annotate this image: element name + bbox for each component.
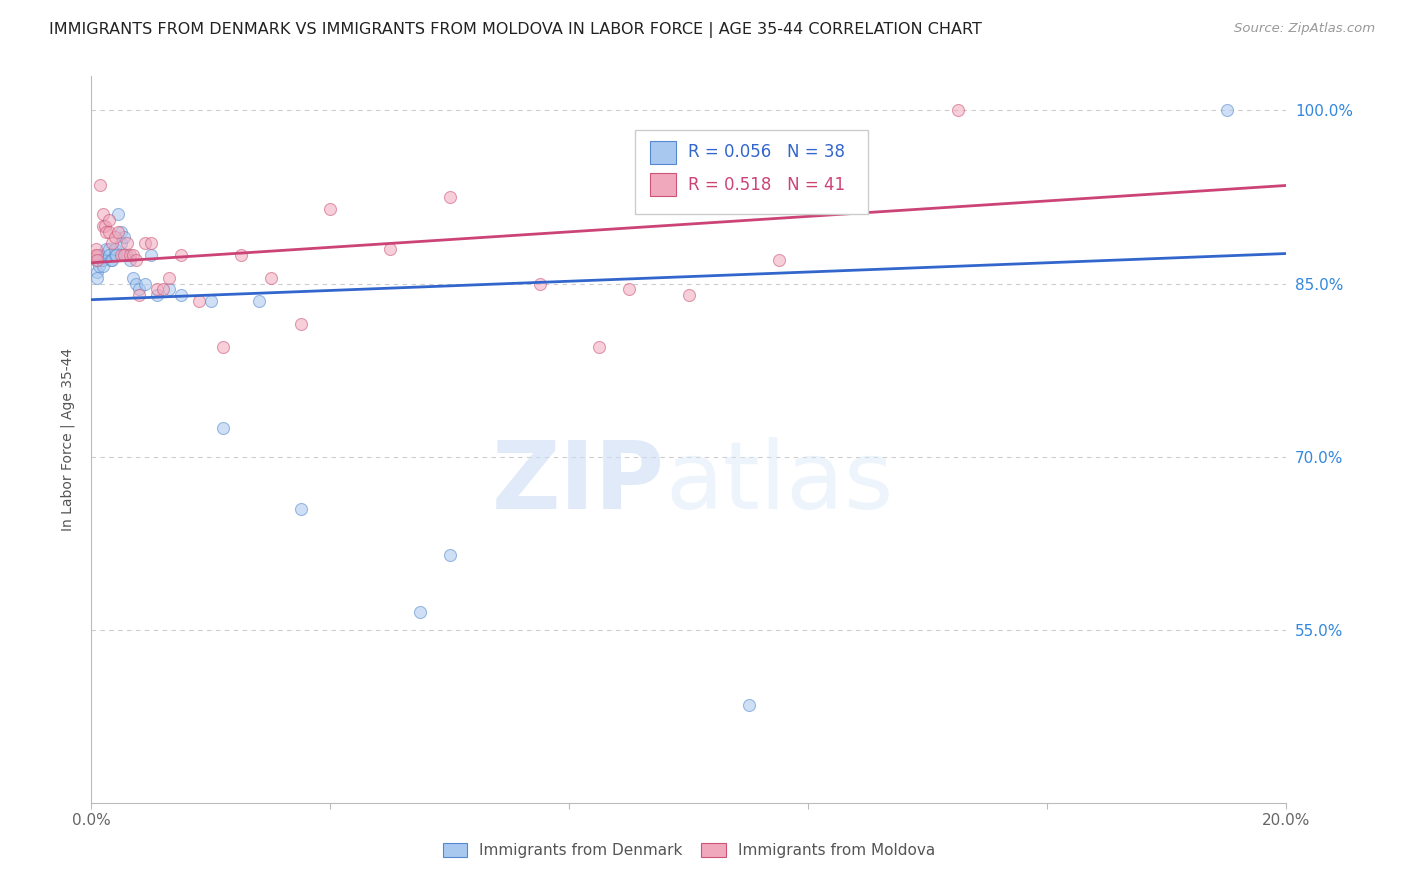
Point (122, 270, 145, 285)
Point (100, 253, 122, 268)
Point (200, 293, 222, 308)
Point (98, 213, 121, 227)
Point (409, 606, 432, 620)
Point (439, 190, 461, 204)
Point (112, 248, 135, 262)
Point (84, 253, 107, 268)
Point (146, 288, 169, 302)
Point (89, 248, 111, 262)
Point (211, 421, 233, 435)
Point (84, 248, 107, 262)
Point (146, 282, 169, 296)
Point (110, 225, 132, 239)
Text: ZIP: ZIP (492, 437, 665, 529)
Point (619, 282, 641, 296)
Text: Source: ZipAtlas.com: Source: ZipAtlas.com (1234, 22, 1375, 36)
Point (946, 103, 969, 118)
Point (152, 282, 174, 296)
Point (678, 288, 700, 302)
Point (115, 248, 138, 262)
Point (96, 225, 118, 239)
Text: R = 0.518   N = 41: R = 0.518 N = 41 (688, 176, 845, 194)
Point (104, 248, 127, 262)
Point (93, 253, 115, 268)
Point (529, 277, 551, 291)
Point (134, 236, 156, 251)
Point (170, 288, 193, 302)
Text: IMMIGRANTS FROM DENMARK VS IMMIGRANTS FROM MOLDOVA IN LABOR FORCE | AGE 35-44 CO: IMMIGRANTS FROM DENMARK VS IMMIGRANTS FR… (49, 22, 981, 38)
Point (115, 236, 138, 251)
Point (259, 270, 281, 285)
Point (125, 253, 148, 268)
Point (93, 207, 115, 221)
Point (247, 293, 270, 308)
Point (93, 219, 115, 233)
Point (229, 248, 252, 262)
Point (141, 248, 163, 262)
Point (93, 259, 115, 273)
Point (112, 230, 135, 244)
Point (737, 698, 759, 712)
Text: R = 0.056   N = 38: R = 0.056 N = 38 (688, 143, 845, 161)
Point (290, 317, 312, 331)
FancyBboxPatch shape (636, 130, 868, 214)
Point (157, 282, 180, 296)
Point (319, 202, 342, 216)
Point (125, 277, 148, 291)
Point (101, 236, 124, 251)
Point (101, 253, 124, 268)
Point (188, 293, 211, 308)
Point (211, 340, 233, 354)
Point (98, 242, 121, 256)
Point (1216, 103, 1239, 118)
Point (86, 248, 108, 262)
Point (107, 225, 129, 239)
FancyBboxPatch shape (650, 141, 676, 164)
Point (439, 548, 461, 562)
Point (104, 230, 127, 244)
Point (89, 178, 111, 193)
Text: atlas: atlas (665, 437, 893, 529)
Legend: Immigrants from Denmark, Immigrants from Moldova: Immigrants from Denmark, Immigrants from… (437, 837, 941, 864)
Point (110, 236, 132, 251)
Point (120, 248, 142, 262)
Point (105, 248, 128, 262)
Point (122, 248, 145, 262)
Point (588, 340, 610, 354)
Point (91, 253, 114, 268)
Point (86, 253, 108, 268)
Point (157, 270, 180, 285)
Point (170, 248, 193, 262)
Point (86, 270, 108, 285)
Point (96, 242, 118, 256)
Point (128, 288, 150, 302)
Point (104, 242, 127, 256)
Point (98, 225, 121, 239)
Point (98, 248, 121, 262)
FancyBboxPatch shape (650, 173, 676, 196)
Point (87, 259, 110, 273)
Point (110, 248, 132, 262)
Point (141, 236, 163, 251)
Point (134, 277, 156, 291)
Y-axis label: In Labor Force | Age 35-44: In Labor Force | Age 35-44 (60, 348, 76, 531)
Point (128, 282, 150, 296)
Point (93, 219, 115, 233)
Point (120, 253, 142, 268)
Point (768, 253, 790, 268)
Point (86, 265, 108, 279)
Point (84, 242, 107, 256)
Point (380, 242, 402, 256)
Point (107, 207, 129, 221)
Point (290, 501, 312, 516)
